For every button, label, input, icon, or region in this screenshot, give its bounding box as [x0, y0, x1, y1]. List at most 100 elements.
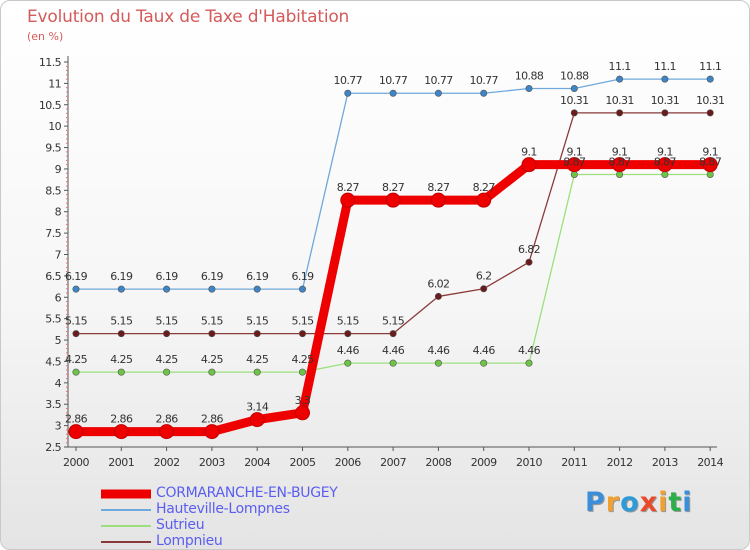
data-point — [570, 109, 578, 117]
data-point — [616, 171, 624, 179]
legend-swatch — [101, 541, 151, 543]
data-label: 4.46 — [473, 344, 496, 357]
data-point — [385, 192, 401, 208]
data-point — [525, 359, 533, 367]
data-point — [476, 192, 492, 208]
data-label: 4.25 — [291, 353, 314, 366]
x-tick-label: 2006 — [335, 456, 361, 469]
y-tick-label: 11 — [48, 77, 61, 90]
data-label: 5.15 — [291, 315, 314, 328]
data-label: 5.15 — [337, 315, 360, 328]
data-label: 10.31 — [696, 94, 725, 107]
data-point — [657, 157, 673, 173]
data-point — [525, 258, 533, 266]
data-label: 4.46 — [518, 344, 541, 357]
data-point — [480, 89, 488, 97]
data-label: 6.19 — [156, 270, 179, 283]
y-tick-label: 6.5 — [45, 270, 61, 283]
data-label: 10.31 — [605, 94, 634, 107]
x-tick-label: 2008 — [425, 456, 451, 469]
data-point — [521, 157, 537, 173]
logo-letter: x — [639, 487, 659, 518]
data-point — [298, 330, 306, 338]
y-tick-label: 9.5 — [45, 142, 61, 155]
data-label: 10.31 — [651, 94, 680, 107]
data-point — [208, 330, 216, 338]
data-label: 10.77 — [469, 74, 498, 87]
data-label: 10.77 — [334, 74, 363, 87]
axes: 2.5 3 3.5 4 4.5 5 5.5 6 6.5 7 7.5 8 8.5 9 9.5 10 10.5 11 1… — [39, 56, 724, 469]
x-tick-label: 2007 — [380, 456, 406, 469]
data-point — [163, 368, 171, 376]
x-tick-label: 2010 — [516, 456, 542, 469]
data-label: 3.3 — [295, 394, 311, 407]
data-label: 6.19 — [110, 270, 133, 283]
x-tick-label: 2003 — [199, 456, 225, 469]
legend-label: Hauteville-Lompnes — [156, 501, 290, 517]
data-point — [117, 368, 125, 376]
legend-swatch — [101, 489, 151, 499]
logo-letter: P — [585, 487, 606, 518]
data-label: 8.87 — [563, 156, 586, 169]
legend-swatch — [101, 525, 151, 527]
logo-letter: i — [682, 487, 693, 518]
data-point — [163, 330, 171, 338]
data-point — [253, 285, 261, 293]
data-point — [344, 89, 352, 97]
data-point — [253, 330, 261, 338]
y-tick-label: 11.5 — [39, 56, 62, 69]
chart-title: Evolution du Taux de Taxe d'Habitation — [27, 7, 350, 27]
data-label: 6.19 — [246, 270, 269, 283]
data-label: 9.1 — [612, 146, 628, 159]
logo-letter: r — [605, 487, 621, 518]
data-label: 4.46 — [427, 344, 450, 357]
data-point — [480, 285, 488, 293]
data-label: 3.14 — [246, 401, 269, 414]
y-tick-label: 8 — [55, 206, 62, 219]
data-point — [434, 359, 442, 367]
data-label: 5.15 — [382, 315, 405, 328]
data-point — [72, 368, 80, 376]
y-tick-label: 9 — [55, 163, 62, 176]
data-point — [295, 405, 310, 421]
data-point — [525, 85, 533, 93]
y-tick-label: 3 — [55, 420, 62, 433]
x-tick-label: 2014 — [697, 456, 723, 469]
logo-letter: o — [620, 487, 640, 518]
data-label: 8.27 — [382, 181, 405, 194]
data-label: 10.88 — [515, 70, 544, 83]
x-tick-label: 2000 — [63, 456, 89, 469]
data-point — [702, 157, 718, 173]
data-label: 9.1 — [702, 146, 718, 159]
proxiti-logo: Proxiti — [585, 487, 693, 518]
data-point — [344, 359, 352, 367]
data-label: 5.15 — [246, 315, 269, 328]
data-point — [612, 157, 628, 173]
data-label: 6.02 — [427, 277, 449, 290]
x-tick-label: 2009 — [471, 456, 497, 469]
data-label: 6.2 — [476, 270, 492, 283]
x-tick-label: 2005 — [290, 456, 316, 469]
y-tick-label: 7.5 — [45, 227, 61, 240]
data-label: 2.86 — [110, 413, 133, 426]
data-label: 11.1 — [699, 60, 721, 73]
x-tick-label: 2012 — [607, 456, 633, 469]
data-point — [298, 285, 306, 293]
data-point — [253, 368, 261, 376]
data-point — [113, 424, 129, 440]
data-label: 6.19 — [201, 270, 224, 283]
data-label: 4.46 — [337, 344, 360, 357]
data-point — [616, 109, 624, 117]
data-label: 11.1 — [609, 60, 631, 73]
data-point — [163, 285, 171, 293]
data-point — [434, 89, 442, 97]
y-tick-label: 6 — [55, 291, 62, 304]
data-point — [706, 109, 714, 117]
y-tick-label: 5.5 — [45, 313, 61, 326]
data-point — [117, 330, 125, 338]
logo-letter: t — [668, 487, 683, 518]
data-label: 8.27 — [337, 181, 360, 194]
data-label: 9.1 — [657, 146, 673, 159]
